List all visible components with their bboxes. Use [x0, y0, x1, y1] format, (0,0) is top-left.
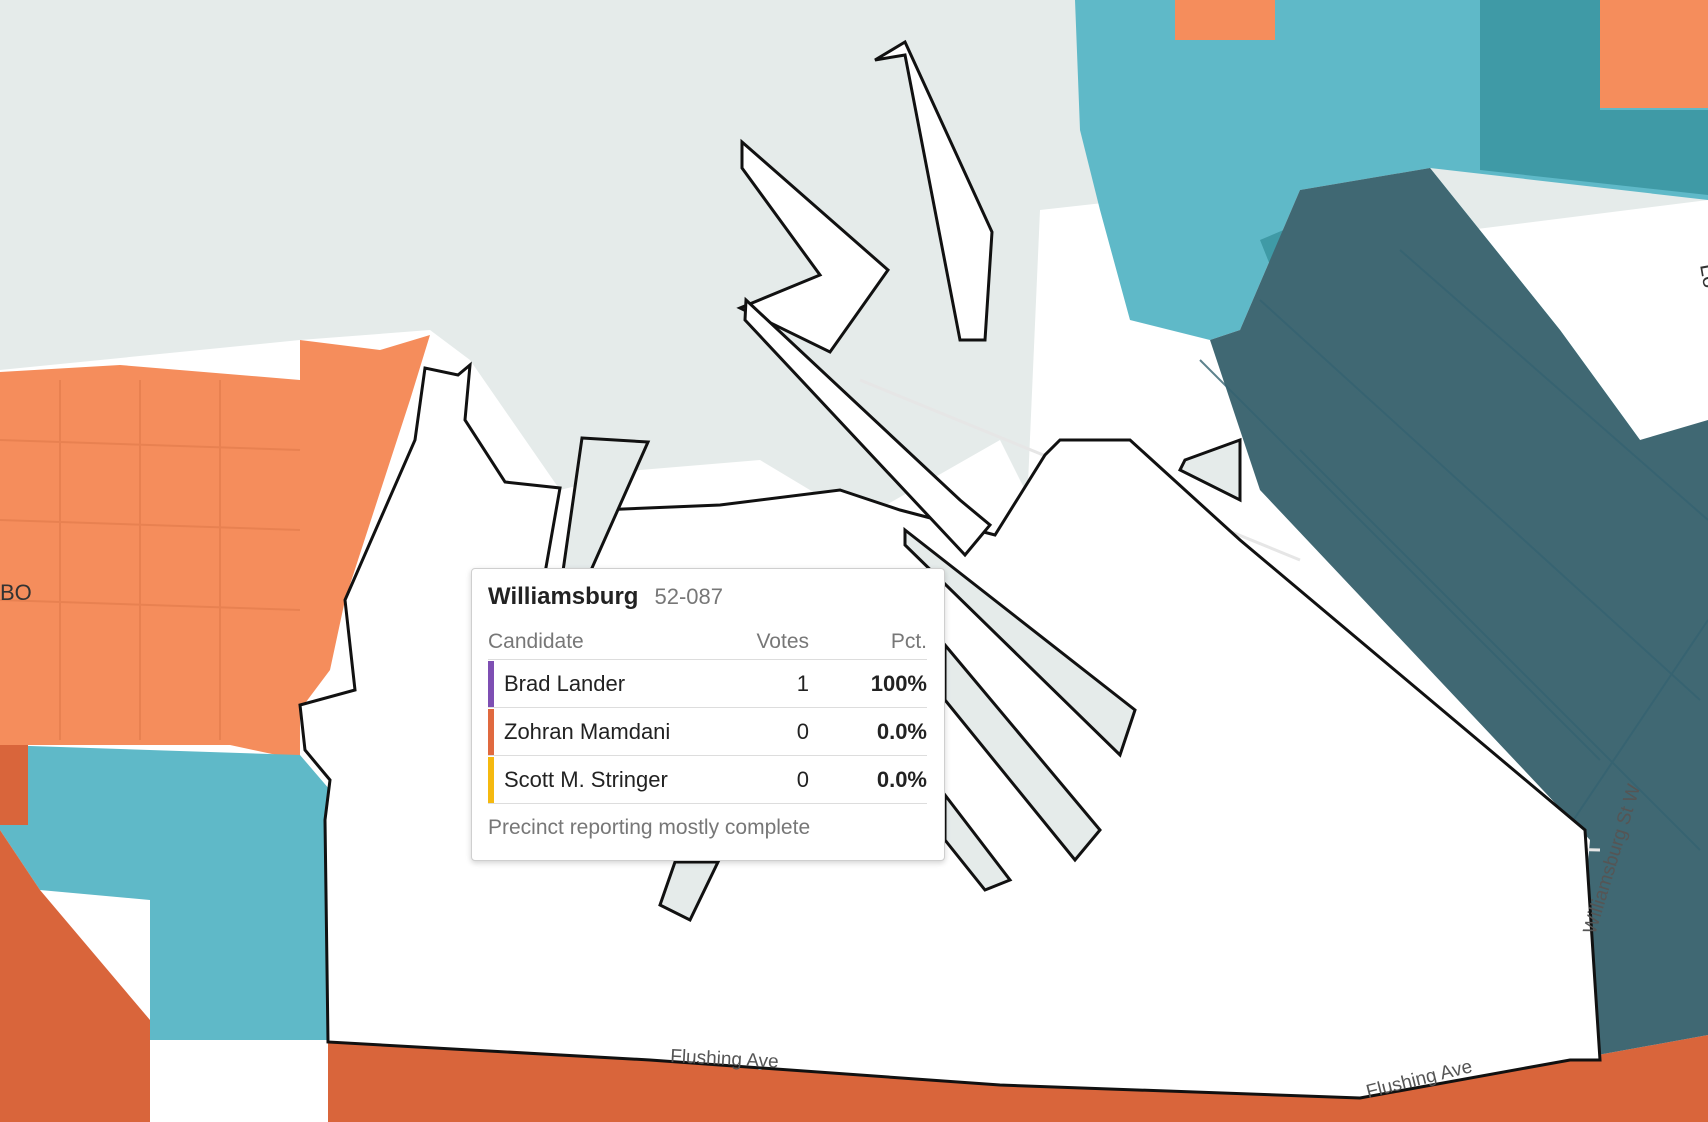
street-grid-west	[0, 380, 301, 740]
candidate-pct: 0.0%	[876, 718, 927, 744]
candidate-color-swatch	[488, 708, 494, 755]
result-row: Zohran Mamdani 0 0.0%	[488, 707, 927, 755]
tooltip-footer: Precinct reporting mostly complete	[488, 803, 927, 840]
candidate-pct: 100%	[870, 670, 927, 696]
precinct-mamdani-ne-2	[1600, 0, 1708, 108]
tooltip-header: Williamsburg 52-087	[488, 583, 927, 611]
candidate-votes: 0	[796, 718, 809, 744]
neighborhood-label-dumbo: BO	[0, 580, 32, 605]
candidate-votes: 1	[796, 670, 809, 696]
result-row: Scott M. Stringer 0 0.0%	[488, 755, 927, 803]
precinct-lander-east	[1210, 168, 1708, 1060]
precinct-mamdani-small	[0, 745, 28, 825]
precinct-mamdani-southwest	[0, 830, 150, 1122]
tooltip-title: Williamsburg	[488, 583, 639, 610]
street-grid-east	[1199, 249, 1708, 851]
candidate-name: Zohran Mamdani	[504, 718, 671, 744]
precinct-mamdani-ne-1	[1175, 0, 1275, 40]
result-row: Brad Lander 1 100%	[488, 659, 927, 707]
precinct-mamdani-west	[0, 335, 430, 760]
pier-7	[943, 790, 1013, 892]
pier-9	[1177, 437, 1242, 503]
pier-2	[736, 138, 891, 354]
neighborhood-label-edge: Lo	[1695, 262, 1708, 290]
candidate-votes: 0	[796, 766, 809, 792]
pier-3	[874, 39, 994, 342]
pier-4	[743, 296, 993, 558]
precinct-lander-southwest	[0, 745, 330, 1040]
tooltip-column-headers: Candidate Votes Pct.	[488, 625, 927, 659]
precinct-tooltip: Williamsburg 52-087 Candidate Votes Pct.…	[471, 568, 945, 861]
precinct-mamdani-south	[328, 1035, 1708, 1122]
column-header-candidate: Candidate	[488, 630, 584, 653]
pier-5	[903, 526, 1137, 758]
pier-8	[658, 860, 721, 923]
piers	[558, 39, 1242, 923]
column-header-pct: Pct.	[890, 630, 927, 653]
tooltip-precinct-id: 52-087	[654, 584, 723, 609]
candidate-pct: 0.0%	[876, 766, 927, 792]
candidate-color-swatch	[488, 660, 494, 707]
column-header-votes: Votes	[756, 630, 809, 653]
pier-6	[943, 640, 1102, 863]
candidate-name: Scott M. Stringer	[504, 766, 668, 792]
candidate-name: Brad Lander	[504, 670, 626, 696]
candidate-color-swatch	[488, 756, 494, 803]
precinct-lander-mid	[1480, 0, 1708, 195]
